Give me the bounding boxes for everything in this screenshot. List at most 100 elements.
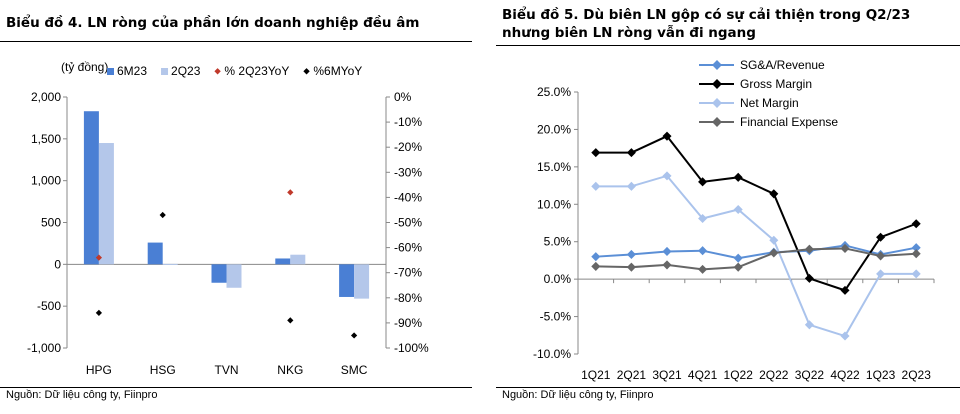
- y-tick-label-left: 2,000: [31, 90, 61, 104]
- source-divider: [0, 387, 472, 388]
- point-6myoy-hsg: [159, 211, 166, 219]
- bar-2q23-smc: [354, 264, 370, 299]
- series-line-gross-margin: [595, 134, 917, 292]
- series-line-net-margin: [595, 174, 917, 338]
- legend-marker-3: [712, 117, 722, 127]
- legend-label-3: Financial Expense: [740, 115, 838, 129]
- legend-label-1: Gross Margin: [740, 77, 812, 91]
- x-tick-label: 4Q22: [830, 368, 860, 382]
- point-gross-margin-1q22: [733, 172, 743, 182]
- y-tick-label-left: -1,000: [27, 341, 61, 355]
- point-gross-margin-4q21: [698, 177, 708, 187]
- source-note: Nguồn: Dữ liệu công ty, Fiinpro: [502, 389, 654, 401]
- legend-marker-2: [712, 98, 722, 108]
- bar-6m23-nkg: [275, 258, 291, 265]
- y-tick-label-left: 0: [54, 257, 61, 271]
- point-gross-margin-2q21: [626, 148, 636, 158]
- point-net-margin-3q22: [804, 320, 814, 330]
- point-net-margin-2q21: [626, 181, 636, 191]
- bar-2q23-tvn: [226, 264, 242, 288]
- point-sg-a-revenue-1q22: [733, 253, 743, 263]
- point-financial-expense-2q21: [626, 262, 636, 272]
- x-tick-label: 1Q23: [866, 368, 896, 382]
- point-sg-a-revenue-3q21: [662, 246, 672, 256]
- y-tick-label-left: 1,000: [31, 174, 61, 188]
- y-tick-label-left: 500: [41, 216, 61, 230]
- point-2q23yoy-nkg: [287, 189, 294, 196]
- legend-label-2: Net Margin: [740, 96, 799, 110]
- x-tick-label: 3Q22: [795, 368, 825, 382]
- point-financial-expense-3q21: [662, 260, 672, 270]
- y-tick-label-right: -80%: [394, 291, 422, 305]
- point-financial-expense-1q21: [591, 261, 601, 271]
- bar-6m23-hpg: [83, 111, 99, 265]
- point-net-margin-2q22: [769, 235, 779, 245]
- bar-chart-net-profit: (tỷ đồng) 6M23 2Q23 % 2Q23YoY %6MYoY 2,000 1,5…: [27, 60, 429, 377]
- y-tick-label: 0.0%: [544, 272, 572, 286]
- y-tick-label: -5.0%: [540, 310, 572, 324]
- y-tick-label-right: -100%: [394, 341, 429, 355]
- chart-panel-net-profit: Biểu đồ 4. LN ròng của phần lớn doanh ng…: [0, 0, 472, 409]
- series-line-sg-a-revenue: [595, 244, 917, 260]
- source-divider: [496, 387, 960, 388]
- title-divider: [0, 41, 472, 42]
- point-sg-a-revenue-4q21: [698, 246, 708, 256]
- point-gross-margin-1q21: [591, 148, 601, 158]
- y-tick-label-right: -20%: [394, 140, 422, 154]
- y-tick-label-left: 1,500: [31, 132, 61, 146]
- y-tick-label: 10.0%: [537, 197, 571, 211]
- bar-6m23-hsg: [147, 242, 163, 265]
- bar-6m23-smc: [339, 264, 355, 297]
- point-financial-expense-3q22: [804, 244, 814, 254]
- legend-marker-2: [214, 68, 221, 75]
- legend-swatch-1: [161, 68, 169, 75]
- y-tick-label-left: -500: [37, 299, 61, 313]
- x-tick-label: 3Q21: [652, 368, 682, 382]
- point-6myoy-smc: [350, 332, 358, 339]
- x-tick-label: 2Q23: [902, 368, 932, 382]
- legend-marker-1: [712, 79, 722, 89]
- x-tick-label: TVN: [215, 363, 239, 377]
- y-tick-label-right: -50%: [394, 216, 422, 230]
- point-net-margin-1q23: [876, 269, 886, 279]
- unit-label: (tỷ đồng): [61, 60, 108, 74]
- legend-marker-3: [303, 68, 310, 75]
- point-6myoy-hpg: [95, 309, 103, 316]
- legend-swatch-0: [107, 68, 114, 75]
- point-sg-a-revenue-1q21: [591, 252, 601, 262]
- point-net-margin-4q22: [840, 331, 850, 341]
- point-gross-margin-2q22: [769, 189, 779, 199]
- x-tick-label: 1Q22: [724, 368, 754, 382]
- bar-2q23-hpg: [98, 143, 114, 265]
- x-tick-label: HSG: [150, 363, 176, 377]
- y-tick-label: 5.0%: [544, 235, 572, 249]
- series-line-financial-expense: [595, 247, 917, 271]
- legend-label-2: % 2Q23YoY: [224, 64, 289, 78]
- y-tick-label-right: -60%: [394, 241, 422, 255]
- y-tick-label: -10.0%: [533, 347, 571, 361]
- point-financial-expense-4q21: [698, 264, 708, 274]
- x-tick-label: 2Q22: [759, 368, 789, 382]
- x-tick-label: SMC: [341, 363, 368, 377]
- point-financial-expense-1q23: [876, 251, 886, 261]
- x-tick-label: NKG: [277, 363, 303, 377]
- source-note: Nguồn: Dữ liệu công ty, Fiinpro: [6, 389, 158, 401]
- point-financial-expense-1q22: [733, 262, 743, 272]
- point-financial-expense-2q23: [911, 249, 921, 259]
- point-net-margin-4q21: [698, 213, 708, 224]
- line-chart-margins: SG&A/Revenue Gross Margin Net Margin Financ…: [533, 58, 935, 382]
- chart-title: Biểu đồ 4. LN ròng của phần lớn doanh ng…: [6, 15, 420, 31]
- bar-2q23-nkg: [290, 254, 306, 265]
- title-divider: [496, 45, 960, 46]
- legend-label-0: SG&A/Revenue: [740, 58, 825, 72]
- y-tick-label: 20.0%: [537, 122, 571, 136]
- point-gross-margin-2q23: [911, 219, 921, 229]
- y-tick-label: 15.0%: [537, 160, 571, 174]
- y-tick-label: 25.0%: [537, 85, 571, 99]
- legend-label-0: 6M23: [117, 64, 147, 78]
- y-tick-label-right: -10%: [394, 115, 422, 129]
- point-gross-margin-3q22: [804, 273, 814, 283]
- y-tick-label-right: -90%: [394, 316, 422, 330]
- bar-2q23-hsg: [162, 263, 178, 265]
- y-tick-label-right: 0%: [394, 90, 412, 104]
